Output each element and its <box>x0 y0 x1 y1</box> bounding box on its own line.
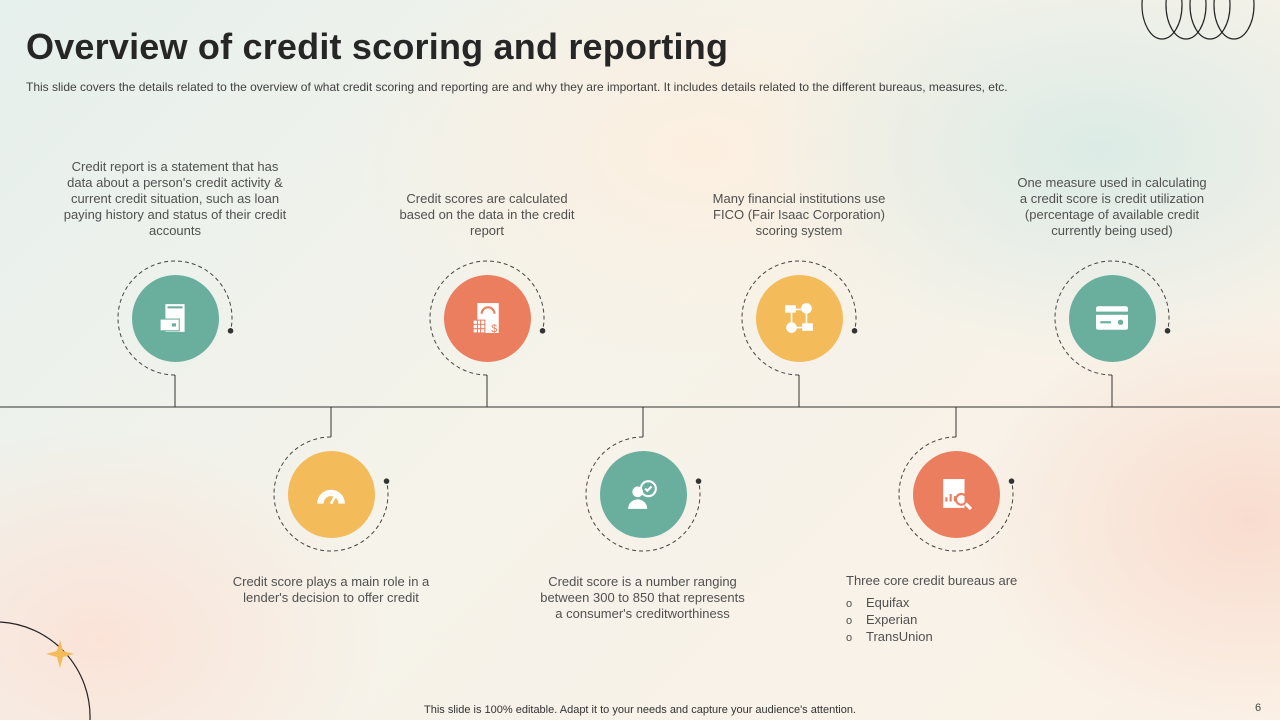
list-item: TransUnion <box>846 629 1017 646</box>
ring-dot <box>1164 328 1171 334</box>
subtitle: This slide covers the details related to… <box>26 80 1008 94</box>
step-circle <box>131 274 219 362</box>
bureaus-list: EquifaxExperianTransUnion <box>846 595 1017 646</box>
page-number: 6 <box>1255 702 1262 714</box>
step-description: Credit scores are calculated based on th… <box>399 191 575 238</box>
svg-text:$: $ <box>491 323 497 334</box>
ring-dot <box>1008 478 1015 484</box>
step-description: Credit score is a number ranging between… <box>540 574 745 621</box>
dashed-ring <box>898 436 1014 552</box>
ring-dot <box>383 478 390 484</box>
step-circle <box>287 450 375 538</box>
ring-dot <box>851 328 858 334</box>
step-circle <box>755 274 843 362</box>
ring-dot <box>227 328 234 334</box>
footer-note: This slide is 100% editable. Adapt it to… <box>424 704 856 716</box>
list-item: Equifax <box>846 595 1017 612</box>
ring-dot <box>695 478 702 484</box>
dashed-ring <box>429 260 545 376</box>
step-circle <box>1068 274 1156 362</box>
page-title: Overview of credit scoring and reporting <box>26 26 729 67</box>
dashed-ring <box>585 436 701 552</box>
list-item: Experian <box>846 612 1017 629</box>
dashed-ring <box>1054 260 1170 376</box>
step-circle: $ <box>443 274 531 362</box>
bureaus-text: Three core credit bureaus areEquifaxExpe… <box>846 573 1017 646</box>
step-circle <box>599 450 687 538</box>
credit-report-icon <box>159 304 185 332</box>
step-circle <box>912 450 1000 538</box>
loops-decoration <box>1141 0 1255 40</box>
credit-card-icon <box>1096 306 1128 330</box>
sparkle-icon <box>46 640 74 668</box>
dashed-ring <box>273 436 389 552</box>
financial-network-icon <box>785 303 813 333</box>
score-calculator-icon: $ <box>472 303 499 334</box>
gauge-icon <box>317 489 345 505</box>
step-description: Many financial institutions use FICO (Fa… <box>712 191 886 238</box>
dashed-ring <box>741 260 857 376</box>
ring-dot <box>539 328 546 334</box>
report-search-icon <box>943 479 972 510</box>
step-description: One measure used in calculating a credit… <box>1017 175 1207 238</box>
step-description: Credit report is a statement that has da… <box>63 159 287 238</box>
user-target-icon <box>628 480 657 509</box>
dashed-ring <box>117 260 233 376</box>
step-description: Credit score plays a main role in a lend… <box>232 574 430 605</box>
